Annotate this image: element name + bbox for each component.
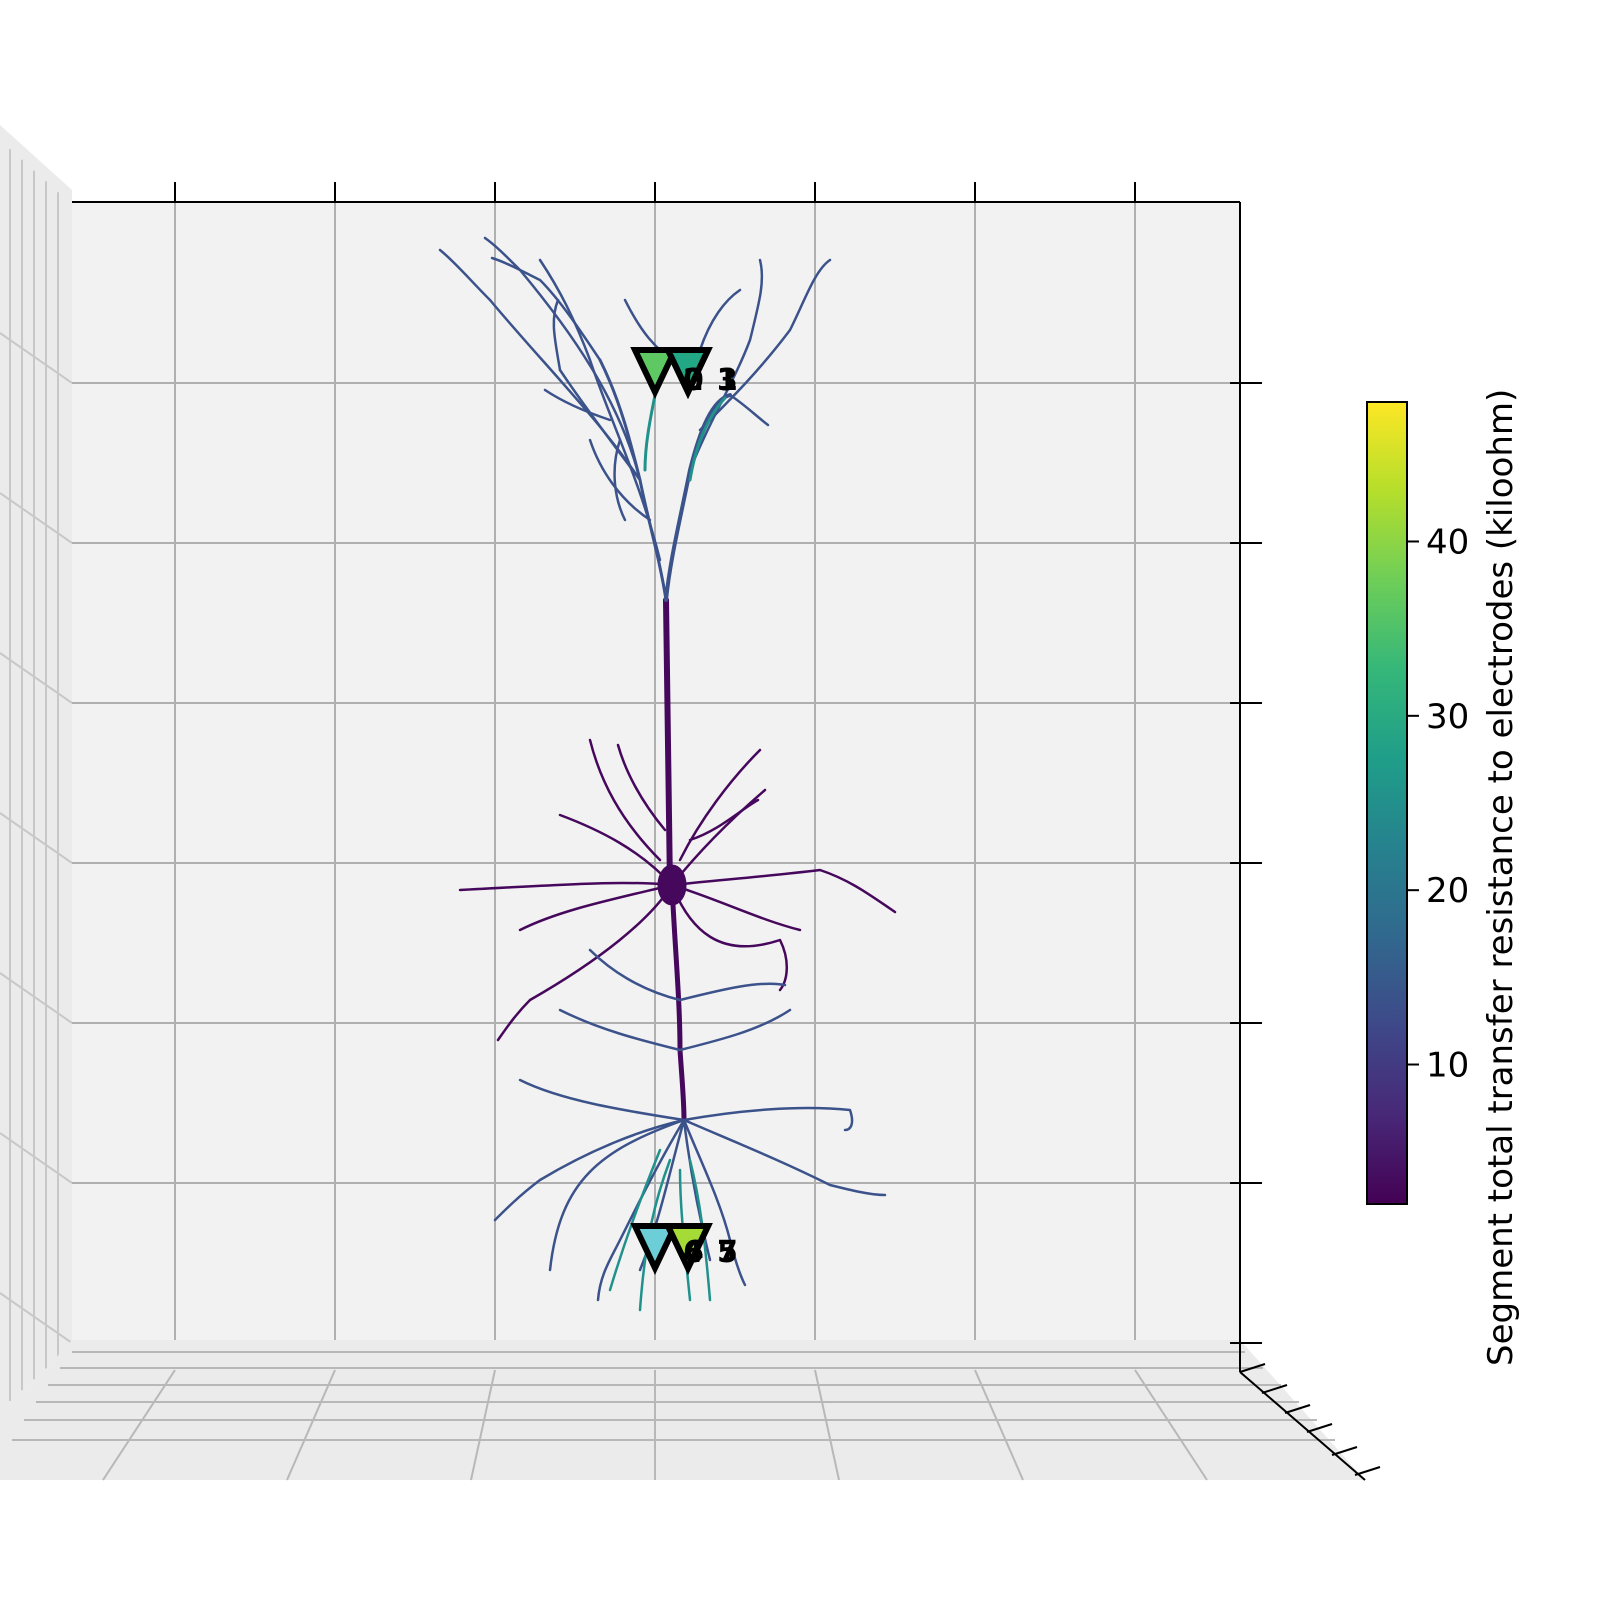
lower-dendrite (678, 982, 787, 1002)
lower-dendrite-near-electrode (608, 1148, 662, 1292)
axis-lines (72, 182, 1381, 1481)
electrode-markers: 0 12 3 4 56 7 (630, 347, 738, 1275)
floor-grid-line (814, 1369, 840, 1481)
floor-grid-line (286, 1369, 336, 1481)
basal-dendrite (670, 883, 802, 932)
apical-tuft-branch (728, 393, 770, 427)
y-tick (1261, 1384, 1288, 1394)
apical-tuft-branch (688, 258, 764, 472)
lower-dendrite (682, 1118, 887, 1197)
basal-dendrite (670, 788, 767, 887)
basal-dendrite (670, 883, 788, 992)
electrode-label: 4 (683, 1235, 704, 1270)
y-tick (1331, 1446, 1358, 1456)
basal-dendrite (616, 743, 667, 832)
apical-tuft-branch (483, 236, 642, 482)
neuron-morphology (438, 236, 897, 1312)
left-grid-line (0, 972, 73, 1024)
apical-tuft-branch (538, 258, 662, 562)
electrode-marker (630, 347, 680, 399)
lower-dendrite (596, 1118, 686, 1302)
apical-tuft-branch (543, 388, 612, 422)
floor-pane (0, 1340, 1365, 1481)
electrode-label: 1 (717, 363, 738, 398)
lower-dendrite (678, 1008, 792, 1052)
colorbar (1366, 401, 1408, 1205)
colorbar-tick-label: 30 (1426, 697, 1469, 737)
left-grid-line (0, 1292, 73, 1344)
lower-dendrite (682, 1118, 712, 1262)
left-pane (0, 125, 73, 1420)
colorbar-ticks: 10 20 30 40 (1407, 522, 1469, 1086)
apical-tuft-branch (552, 298, 562, 372)
colorbar-label: Segment total transfer resistance to ele… (1481, 389, 1521, 1366)
electrode-marker (663, 347, 713, 399)
basal-dendrite (558, 813, 674, 887)
electrode-label: 7 (717, 1235, 738, 1270)
y-axis-line (1239, 1371, 1366, 1481)
apical-tuft-branch (588, 438, 652, 522)
apical-branch-near-electrode (643, 393, 657, 472)
floor-grid-line (470, 1369, 496, 1481)
floor-grid-line (1134, 1369, 1208, 1481)
apical-branch-near-electrode (688, 396, 727, 482)
left-grid-line (0, 332, 73, 384)
y-tick (1284, 1404, 1311, 1414)
floor-grid-line (102, 1369, 176, 1481)
apical-tuft-branch (490, 256, 602, 362)
basal-dendrite (678, 748, 762, 862)
lower-dendrite (588, 948, 682, 1002)
basal-dendrite (518, 883, 674, 932)
lower-dendrite (558, 1008, 682, 1052)
left-grid-line (0, 812, 73, 864)
colorbar-tick-label: 10 (1426, 1046, 1469, 1086)
basal-dendrite (670, 868, 897, 914)
basal-dendrite (588, 738, 662, 862)
left-grid-line (0, 492, 73, 544)
electrode-label: 5 (717, 1235, 738, 1270)
electrode-marker (663, 1223, 713, 1275)
basal-dendrite (458, 881, 674, 892)
lower-dendrite-near-electrode (688, 1158, 712, 1302)
lower-dendrite (682, 1118, 747, 1287)
left-grid-line (0, 652, 73, 704)
colorbar-tick-label: 40 (1426, 522, 1469, 562)
y-tick (1306, 1423, 1333, 1433)
electrode-marker (630, 1223, 680, 1275)
floor-grid-line (974, 1369, 1024, 1481)
basal-dendrite (688, 798, 760, 842)
descending-trunk (669, 882, 687, 1123)
electrode-label: 3 (717, 363, 738, 398)
apical-tuft-branch (613, 438, 627, 522)
apical-tuft-branch (558, 368, 642, 482)
lower-dendrite (682, 1106, 854, 1132)
lower-dendrite (518, 1078, 686, 1122)
apical-tuft-branch (698, 288, 742, 352)
lower-dendrite (493, 1118, 686, 1222)
electrode-label: 2 (683, 363, 704, 398)
left-grid-line (0, 1132, 73, 1184)
apical-trunk (663, 597, 673, 891)
y-tick (1239, 1363, 1266, 1373)
electrode-label: 6 (683, 1235, 704, 1270)
y-tick (1354, 1466, 1381, 1476)
electrode-label: 0 (683, 363, 704, 398)
colorbar-tick-label: 20 (1426, 871, 1469, 911)
basal-dendrite (496, 883, 674, 1042)
lower-dendrite (548, 1118, 686, 1272)
apical-tuft-branch (698, 258, 832, 432)
